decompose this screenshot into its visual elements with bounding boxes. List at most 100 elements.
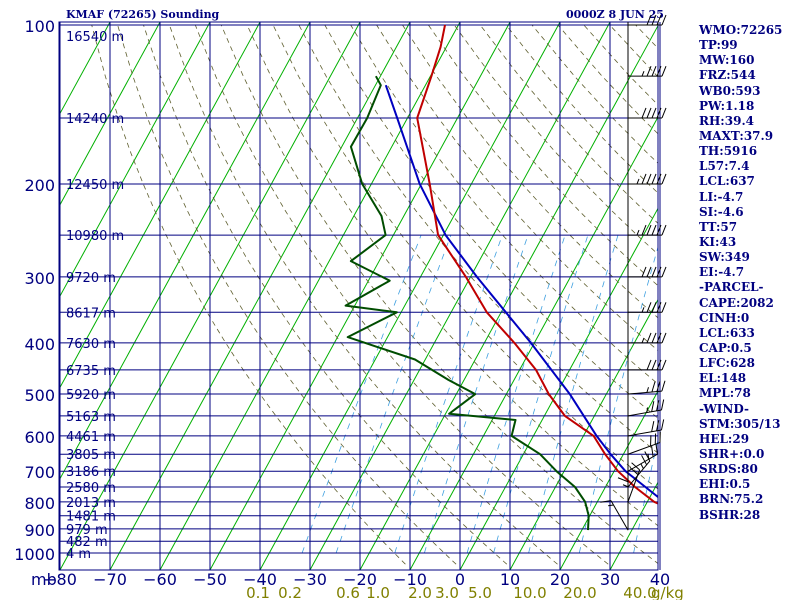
wind-barb-flag [661,332,667,344]
temperature-tick-label: −50 [193,570,227,589]
isotherm-line [59,22,111,117]
mixing-ratio-label: 10.0 [513,584,546,600]
stability-index-item: HEL:29 [699,431,750,446]
wind-barb [628,14,667,26]
mixing-ratio-label: 0.2 [278,584,302,600]
wind-barb [627,431,661,455]
mixing-ratio-label: 20.0 [563,584,596,600]
wind-barb-shaft [627,390,662,395]
wind-barb-half-flag [641,70,645,77]
wind-barb [617,477,629,516]
pressure-tick-label: 200 [24,176,55,195]
pressure-tick-label: 700 [24,463,55,482]
dry-adiabat-line [246,24,658,527]
wind-barbs-layer [600,14,667,531]
wind-barb-flag [656,65,662,77]
dry-adiabat-line [350,24,658,385]
wind-barb [627,419,665,437]
mixing-ratio-unit-label: g/kg [651,584,684,600]
stability-index-item: MAXT:37.9 [699,128,774,143]
wind-barb [628,332,667,344]
mixing-ratio-label: 0.6 [336,584,360,600]
height-label: 9720 m [66,271,116,286]
wind-barb-flag [656,359,662,371]
wind-barb-half-flag [636,229,640,236]
wind-barb-flag [646,224,652,236]
stability-index-item: CAP:0.5 [699,340,752,355]
isotherm-line [59,22,61,25]
wind-barb [628,302,667,313]
isotherm-line [59,22,211,299]
wind-barb-flag [660,399,665,411]
sounding-lines-layer [344,24,658,531]
wind-barb [627,451,651,488]
parcel-profile-line [384,84,658,499]
mixing-ratio-line [633,437,658,554]
wind-barb-flag [651,381,656,393]
wind-barb-half-flag [622,484,629,488]
wind-barb-flag [646,302,652,313]
wind-barb-flag [661,14,667,26]
temperature-tick-label: 10 [500,570,520,589]
wind-barb-flag [641,107,647,119]
wind-barb [628,107,667,119]
wind-barb-flag [629,467,639,475]
wind-barb-flag [655,443,658,455]
stability-index-item: WB0:593 [699,83,761,98]
wind-barb-flag [656,420,660,431]
pressure-tick-label: 600 [24,428,55,447]
temperature-tick-label: −80 [43,570,77,589]
wind-barb-flag [656,266,662,278]
temperature-tick-label: −60 [143,570,177,589]
stability-index-item: RH:39.4 [699,113,754,128]
wind-barb-flag [660,419,665,431]
wind-barb-half-flag [641,337,645,344]
wind-barb-flag [659,431,661,443]
stability-index-item: CINH:0 [699,310,750,325]
stability-indices-panel: WMO:72265 TP:99 MW:160 FRZ:544 WB0:593 PW:1.1… [699,23,782,523]
stability-index-item: PW:1.18 [699,98,755,113]
stability-index-item: L57:7.4 [699,159,750,174]
wind-barb-flag [646,107,652,119]
wind-barb-shaft [627,442,661,455]
temperature-tick-label: −10 [393,570,427,589]
temperature-tick-label: 40 [650,570,670,589]
wind-barb-half-flag [641,307,645,313]
wind-barb-flag [646,359,652,371]
pressure-tick-label: 300 [24,269,55,288]
stability-index-item: EHI:0.5 [699,477,751,492]
wind-barb-flag [656,400,660,411]
wind-barb-shaft [610,500,629,531]
wind-barb-flag [641,455,648,466]
grid-layer [59,22,661,570]
pressure-tick-label: 100 [24,17,55,36]
wind-barb-flag [656,224,662,236]
wind-barb-flag [617,477,629,483]
height-label: 7630 m [66,337,116,352]
dry-adiabat-line [324,24,658,419]
mixing-ratio-line [578,245,658,554]
temperature-tick-label: −20 [343,570,377,589]
wind-barb-flag [661,266,667,278]
stability-index-item: CAPE:2082 [699,295,774,310]
mixing-ratio-label: 1.0 [366,584,390,600]
pressure-tick-label: 900 [24,521,55,540]
height-label: 979 m [66,523,108,538]
temperature-tick-label: 30 [600,570,620,589]
temperature-tick-label: 0 [455,570,465,589]
wind-barb-flag [661,224,667,236]
height-label: 5920 m [66,388,116,403]
wind-barb-shaft [627,453,658,472]
wind-barb-shaft [627,429,662,437]
dry-adiabat-line [194,24,609,565]
wind-barb-half-flag [647,453,650,460]
wind-barb [628,266,667,278]
dry-adiabat-line [143,24,508,565]
wind-barb-flag [661,359,667,371]
dry-adiabat-line [272,24,658,490]
height-label: 5163 m [66,410,116,425]
height-label: 8617 m [66,306,116,321]
wind-barb-flag [656,14,662,26]
wind-barb-flag [646,173,652,185]
